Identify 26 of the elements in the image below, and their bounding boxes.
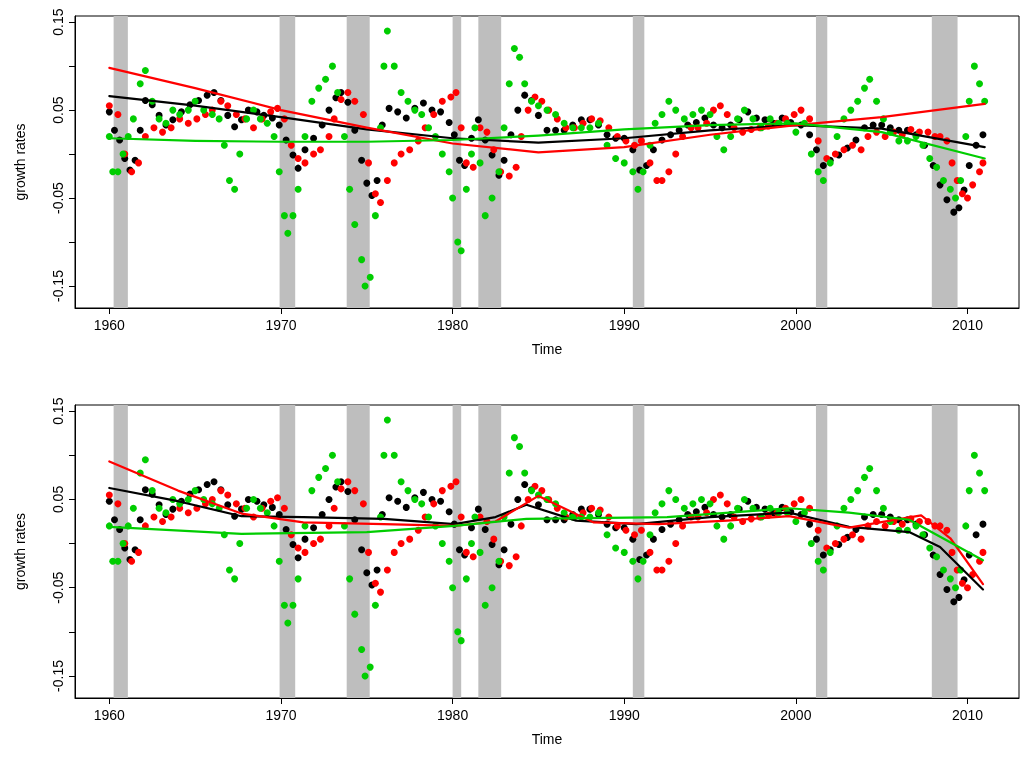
y-tick-label: 0.15 bbox=[50, 8, 66, 36]
y-tick-label: -0.15 bbox=[50, 269, 66, 302]
x-tick-label: 1970 bbox=[265, 317, 297, 333]
x-tick-label: 2000 bbox=[780, 317, 812, 333]
y-axis-title: growth rates bbox=[12, 123, 28, 201]
y-tick-label: 0.05 bbox=[50, 485, 66, 514]
y-tick-label: -0.05 bbox=[50, 571, 66, 604]
y-tick-label: 0.05 bbox=[50, 96, 66, 124]
x-tick-label: 2010 bbox=[951, 317, 984, 333]
x-tick-label: 1970 bbox=[265, 707, 297, 723]
x-tick-label: 1980 bbox=[437, 707, 469, 723]
line-series bbox=[108, 460, 985, 586]
y-tick-label: -0.15 bbox=[50, 659, 66, 692]
x-tick-label: 2000 bbox=[780, 707, 812, 723]
x-tick-label: 2010 bbox=[951, 707, 984, 723]
x-tick-label: 1960 bbox=[93, 707, 126, 723]
x-tick-label: 1960 bbox=[93, 317, 126, 333]
x-tick-label: 1990 bbox=[608, 317, 641, 333]
x-tick-label: 1980 bbox=[437, 317, 469, 333]
x-axis-title: Time bbox=[531, 341, 563, 357]
x-tick-label: 1990 bbox=[608, 707, 641, 723]
y-tick-label: 0.15 bbox=[50, 397, 66, 425]
y-tick-label: -0.05 bbox=[50, 181, 66, 215]
x-axis-title: Time bbox=[531, 731, 563, 747]
line-series bbox=[108, 94, 986, 149]
y-axis-title: growth rates bbox=[12, 512, 28, 591]
